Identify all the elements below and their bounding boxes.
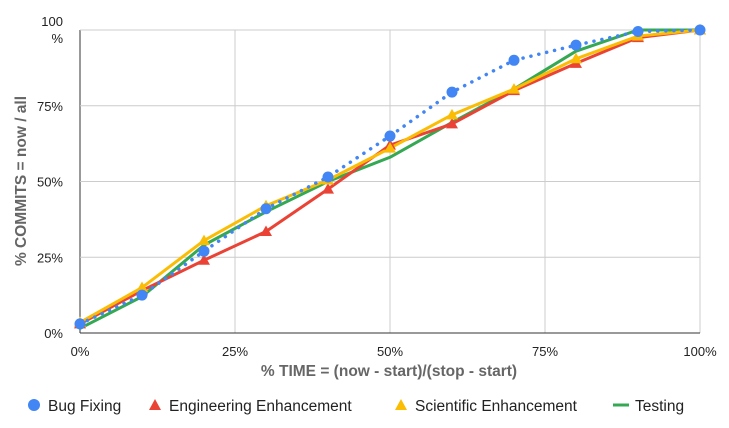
x-tick-label: 100% [683, 344, 717, 359]
data-point [632, 26, 644, 38]
x-tick-label: 50% [377, 344, 403, 359]
data-point [508, 54, 520, 66]
data-point [260, 225, 272, 236]
y-tick-label: 75% [37, 99, 63, 114]
data-point [136, 289, 148, 301]
y-axis-title: % COMMITS = now / all [13, 96, 30, 266]
data-point [694, 24, 706, 36]
series-line-testing [78, 28, 702, 330]
data-point [198, 234, 210, 246]
legend-label: Testing [635, 398, 684, 415]
y-tick-label: 25% [37, 250, 63, 265]
x-tick-label: 75% [532, 344, 558, 359]
data-point [446, 86, 458, 98]
data-point [384, 142, 396, 153]
data-point [260, 203, 272, 215]
data-point [198, 254, 210, 265]
x-tick-label: 25% [222, 344, 248, 359]
legend-label: Bug Fixing [48, 398, 121, 415]
y-tick-label: 0% [44, 326, 63, 341]
data-point [198, 245, 210, 257]
series-markers [74, 24, 706, 330]
y-tick-label-line: % [51, 31, 63, 46]
data-point [570, 39, 582, 51]
data-point [322, 183, 334, 194]
data-point [136, 281, 148, 293]
legend-swatch [149, 399, 161, 410]
legend-swatch [395, 399, 407, 410]
legend: Bug Fixing Engineering Enhancement Scienti… [28, 398, 684, 415]
data-point [446, 108, 458, 120]
legend-item: Testing [613, 398, 684, 415]
legend-swatch [28, 399, 40, 411]
x-axis-title: % TIME = (now - start)/(stop - start) [261, 363, 517, 380]
x-tick-label: 0% [71, 344, 90, 359]
legend-item: Engineering Enhancement [149, 398, 352, 415]
data-point [570, 52, 582, 64]
data-point [446, 117, 458, 129]
tick-labels: 0% 25% 50% 75% 100% 0% 25% 50% 75% 100% [37, 14, 717, 359]
y-tick-label: 50% [37, 175, 63, 190]
legend-item: Bug Fixing [28, 398, 121, 415]
legend-item: Scientific Enhancement [395, 398, 578, 415]
data-point [74, 318, 86, 330]
grid-lines [79, 29, 701, 334]
y-tick-label: 100% [41, 14, 63, 46]
legend-label: Scientific Enhancement [415, 398, 578, 415]
y-tick-label-line: 100 [41, 14, 63, 29]
data-point [384, 130, 396, 142]
data-point [508, 83, 520, 94]
legend-label: Engineering Enhancement [169, 398, 352, 415]
data-point [322, 171, 334, 183]
